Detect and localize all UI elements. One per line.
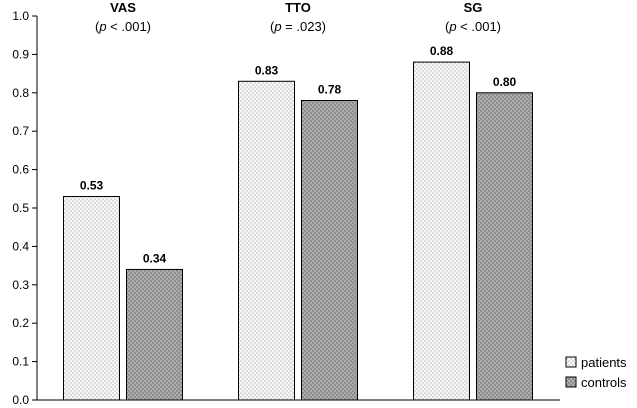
y-tick-label: 0.9 [12, 47, 29, 61]
bar-patients-sg [413, 61, 470, 401]
data-label-controls-tto: 0.78 [318, 82, 342, 96]
data-label-patients-vas: 0.53 [80, 178, 104, 192]
y-tick-label: 0.1 [12, 355, 29, 369]
p-value-annotation-sg: (p < .001) [445, 19, 501, 34]
y-tick-label: 0.8 [12, 86, 29, 100]
legend-swatch-patients [565, 356, 577, 368]
data-label-patients-sg: 0.88 [430, 44, 454, 58]
legend-label-patients: patients [581, 355, 627, 370]
legend-swatch-controls [565, 376, 577, 388]
y-tick-label: 0.4 [12, 239, 29, 253]
legend-label-controls: controls [581, 375, 627, 390]
bar-controls-tto [301, 99, 358, 401]
category-label-sg: SG [464, 0, 483, 15]
data-label-controls-sg: 0.80 [493, 75, 517, 89]
y-tick-label: 0.6 [12, 163, 29, 177]
y-tick-label: 0.2 [12, 316, 29, 330]
data-label-patients-tto: 0.83 [255, 63, 279, 77]
y-tick-label: 0.7 [12, 124, 29, 138]
category-label-tto: TTO [285, 0, 311, 15]
labels: 0.53 0.34 VAS (p < .001) 0.83 0.78 TTO (p = .02… [80, 0, 517, 265]
bars [63, 61, 533, 401]
bar-controls-sg [476, 92, 533, 401]
bar-controls-vas [126, 268, 183, 401]
category-label-vas: VAS [110, 0, 136, 15]
data-label-controls-vas: 0.34 [143, 251, 167, 265]
y-tick-label: 0.0 [12, 393, 29, 407]
legend: patients controls [565, 355, 627, 390]
p-value-annotation-vas: (p < .001) [95, 19, 151, 34]
y-tick-label: 0.3 [12, 278, 29, 292]
y-axis: 0.0 0.1 0.2 0.3 0.4 0.5 0.6 0.7 0.8 0.9 1.0 [12, 9, 38, 407]
y-tick-label: 1.0 [12, 9, 29, 23]
y-tick-label: 0.5 [12, 201, 29, 215]
bar-patients-tto [238, 80, 295, 401]
bar-patients-vas [63, 195, 120, 401]
p-value-annotation-tto: (p = .023) [270, 19, 326, 34]
